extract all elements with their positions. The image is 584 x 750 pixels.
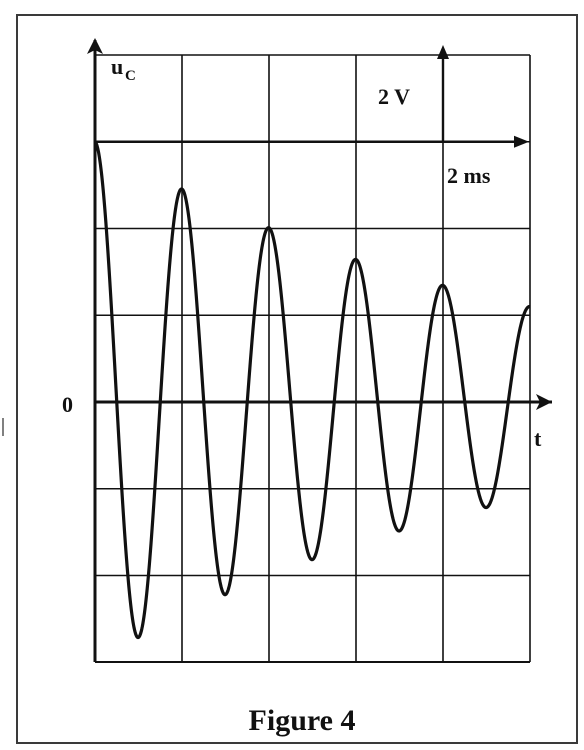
vertical-scale-arrowhead — [437, 45, 449, 59]
y-axis-arrowhead — [87, 38, 103, 54]
figure-frame — [16, 14, 578, 744]
horizontal-scale-arrowhead — [514, 135, 529, 148]
origin-label: 0 — [62, 392, 73, 417]
axes — [87, 38, 552, 662]
scale-bars — [95, 45, 529, 148]
figure-caption: Figure 4 — [249, 704, 356, 737]
grid — [94, 54, 531, 664]
horizontal-scale-label: 2 ms — [447, 163, 491, 188]
y-axis-label-subscript: C — [125, 68, 136, 84]
series-curve — [93, 140, 532, 640]
vertical-scale-label: 2 V — [378, 84, 410, 109]
x-axis-arrowhead — [536, 394, 552, 410]
x-axis-label: t — [534, 426, 542, 451]
y-axis-label: u — [111, 54, 123, 79]
